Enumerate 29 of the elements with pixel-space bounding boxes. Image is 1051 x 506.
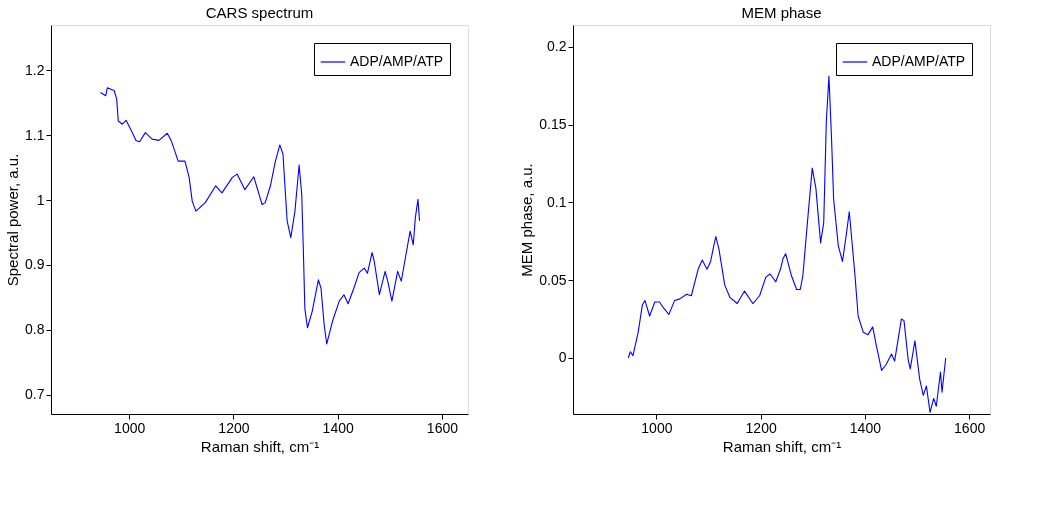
y-axis-title: MEM phase, a.u. [518,163,536,277]
y-axis-title: Spectral power, a.u. [4,153,22,287]
legend-label: ADP/AMP/ATP [872,53,966,69]
y-tick-label: 0.7 [25,386,45,403]
y-tick-label: 0.05 [539,271,567,288]
y-tick-label: 0.9 [25,256,45,273]
x-tick-label: 1000 [114,419,146,436]
y-tick-label: 0.1 [547,193,567,210]
x-tick-label: 1200 [745,419,777,436]
x-axis-title: Raman shift, cm⁻¹ [722,437,842,455]
x-tick-label: 1600 [426,419,459,436]
y-tick-label: 0 [558,349,567,366]
x-tick-label: 1200 [218,419,250,436]
y-tick-label: 1.1 [25,126,45,143]
y-tick-label: 0.2 [547,38,567,55]
x-tick-label: 1600 [954,419,986,436]
y-tick-label: 1 [36,191,45,208]
y-tick-label: 0.15 [539,116,567,133]
chart-title: CARS spectrum [205,4,314,21]
line-series [627,75,947,413]
y-tick-label: 1.2 [25,61,45,78]
line-series [99,87,421,345]
legend-label: ADP/AMP/ATP [350,53,444,69]
x-axis-title: Raman shift, cm⁻¹ [200,437,320,455]
x-tick-label: 1400 [849,419,882,436]
x-tick-label: 1000 [641,419,673,436]
chart-title: MEM phase [741,4,822,21]
y-tick-label: 0.8 [25,321,45,338]
x-tick-label: 1400 [322,419,354,436]
